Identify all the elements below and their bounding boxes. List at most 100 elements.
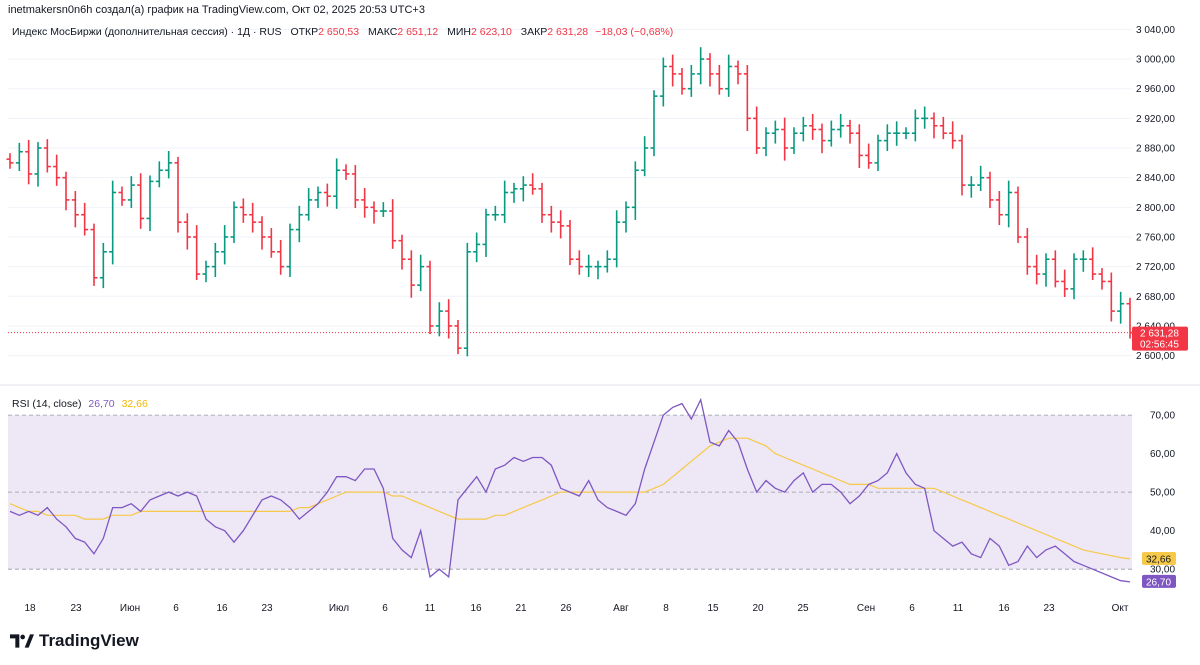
- ohlc-bar[interactable]: [1023, 228, 1031, 275]
- ohlc-bar[interactable]: [893, 121, 901, 146]
- ohlc-bar[interactable]: [725, 54, 733, 97]
- ohlc-bar[interactable]: [305, 188, 313, 221]
- ohlc-bar[interactable]: [501, 180, 509, 223]
- ohlc-bar[interactable]: [557, 210, 565, 239]
- ohlc-bar[interactable]: [622, 201, 630, 233]
- ohlc-bar[interactable]: [230, 201, 238, 243]
- ohlc-bar[interactable]: [342, 164, 350, 180]
- ohlc-bar[interactable]: [43, 139, 51, 173]
- ohlc-bar[interactable]: [641, 136, 649, 177]
- ohlc-bar[interactable]: [734, 60, 742, 85]
- ohlc-bar[interactable]: [295, 205, 303, 243]
- ohlc-bar[interactable]: [781, 117, 789, 161]
- ohlc-bar[interactable]: [286, 223, 294, 278]
- ohlc-bar[interactable]: [547, 205, 555, 233]
- ohlc-bar[interactable]: [398, 234, 406, 270]
- ohlc-bar[interactable]: [753, 106, 761, 154]
- ohlc-bar[interactable]: [53, 154, 61, 186]
- ohlc-bar[interactable]: [407, 250, 415, 298]
- ohlc-bar[interactable]: [519, 176, 527, 202]
- ohlc-bar[interactable]: [809, 113, 817, 140]
- ohlc-bar[interactable]: [1098, 268, 1106, 290]
- ohlc-bar[interactable]: [183, 213, 191, 250]
- ohlc-bar[interactable]: [323, 183, 331, 207]
- tradingview-brand[interactable]: TradingView: [10, 631, 139, 651]
- ohlc-bar[interactable]: [883, 124, 891, 151]
- ohlc-bar[interactable]: [1051, 250, 1059, 288]
- ohlc-bar[interactable]: [529, 173, 537, 195]
- ohlc-bar[interactable]: [743, 64, 751, 131]
- ohlc-bar[interactable]: [99, 242, 107, 289]
- ohlc-bar[interactable]: [697, 47, 705, 85]
- ohlc-bar[interactable]: [193, 225, 201, 280]
- ohlc-bar[interactable]: [762, 127, 770, 157]
- ohlc-bar[interactable]: [118, 186, 126, 206]
- ohlc-bar[interactable]: [659, 57, 667, 107]
- ohlc-bar[interactable]: [221, 225, 229, 265]
- ohlc-bar[interactable]: [426, 260, 434, 335]
- ohlc-bar[interactable]: [277, 239, 285, 275]
- ohlc-bar[interactable]: [333, 158, 341, 209]
- ohlc-bar[interactable]: [678, 67, 686, 95]
- ohlc-bar[interactable]: [361, 188, 369, 218]
- ohlc-bar[interactable]: [510, 182, 518, 203]
- ohlc-bar[interactable]: [90, 223, 98, 286]
- ohlc-bar[interactable]: [351, 165, 359, 209]
- ohlc-bar[interactable]: [1089, 247, 1097, 280]
- ohlc-bar[interactable]: [827, 120, 835, 147]
- ohlc-bar[interactable]: [706, 53, 714, 87]
- ohlc-bar[interactable]: [818, 123, 826, 154]
- ohlc-bar[interactable]: [81, 202, 89, 236]
- ohlc-bar[interactable]: [258, 216, 266, 250]
- ohlc-bar[interactable]: [911, 109, 919, 142]
- ohlc-bar[interactable]: [1117, 291, 1125, 324]
- ohlc-bar[interactable]: [417, 254, 425, 292]
- ohlc-bar[interactable]: [1079, 250, 1087, 272]
- ohlc-bar[interactable]: [155, 161, 163, 188]
- ohlc-bar[interactable]: [790, 127, 798, 154]
- chart-canvas[interactable]: 3 040,00 3 000,00 2 960,00 2 920,00 2 880,00…: [0, 20, 1200, 625]
- ohlc-bar[interactable]: [15, 142, 23, 172]
- ohlc-bar[interactable]: [902, 127, 910, 140]
- ohlc-bar[interactable]: [977, 165, 985, 192]
- ohlc-bar[interactable]: [34, 142, 42, 187]
- ohlc-bar[interactable]: [613, 210, 621, 268]
- ohlc-bar[interactable]: [837, 113, 845, 138]
- ohlc-bar[interactable]: [1014, 186, 1022, 243]
- ohlc-bar[interactable]: [538, 182, 546, 223]
- ohlc-bar[interactable]: [1061, 269, 1069, 298]
- ohlc-bar[interactable]: [874, 134, 882, 172]
- ohlc-bar[interactable]: [491, 205, 499, 221]
- ohlc-bar[interactable]: [239, 198, 247, 223]
- ohlc-bar[interactable]: [25, 139, 33, 185]
- ohlc-bar[interactable]: [445, 299, 453, 339]
- ohlc-bar[interactable]: [473, 232, 481, 263]
- ohlc-bar[interactable]: [1070, 253, 1078, 300]
- ohlc-bar[interactable]: [594, 260, 602, 280]
- ohlc-bar[interactable]: [650, 90, 658, 157]
- ohlc-bar[interactable]: [127, 176, 135, 209]
- ohlc-bar[interactable]: [454, 320, 462, 355]
- ohlc-bar[interactable]: [211, 242, 219, 278]
- ohlc-bar[interactable]: [314, 186, 322, 209]
- ohlc-bar[interactable]: [669, 54, 677, 87]
- ohlc-bar[interactable]: [771, 120, 779, 144]
- ohlc-bar[interactable]: [715, 64, 723, 95]
- ohlc-bar[interactable]: [482, 208, 490, 257]
- ohlc-bar[interactable]: [1005, 180, 1013, 228]
- ohlc-bar[interactable]: [986, 171, 994, 209]
- ohlc-bar[interactable]: [967, 176, 975, 198]
- ohlc-bar[interactable]: [435, 302, 443, 337]
- ohlc-bar[interactable]: [687, 64, 695, 97]
- ohlc-bar[interactable]: [249, 202, 257, 233]
- ohlc-bar[interactable]: [174, 156, 182, 233]
- ohlc-bar[interactable]: [585, 254, 593, 278]
- ohlc-bar[interactable]: [949, 121, 957, 149]
- ohlc-bar[interactable]: [1107, 272, 1115, 322]
- ohlc-bar[interactable]: [575, 250, 583, 275]
- ohlc-bar[interactable]: [165, 150, 173, 179]
- ohlc-bar[interactable]: [137, 173, 145, 229]
- ohlc-bar[interactable]: [71, 191, 79, 228]
- ohlc-bar[interactable]: [146, 175, 154, 232]
- ohlc-bar[interactable]: [109, 180, 117, 265]
